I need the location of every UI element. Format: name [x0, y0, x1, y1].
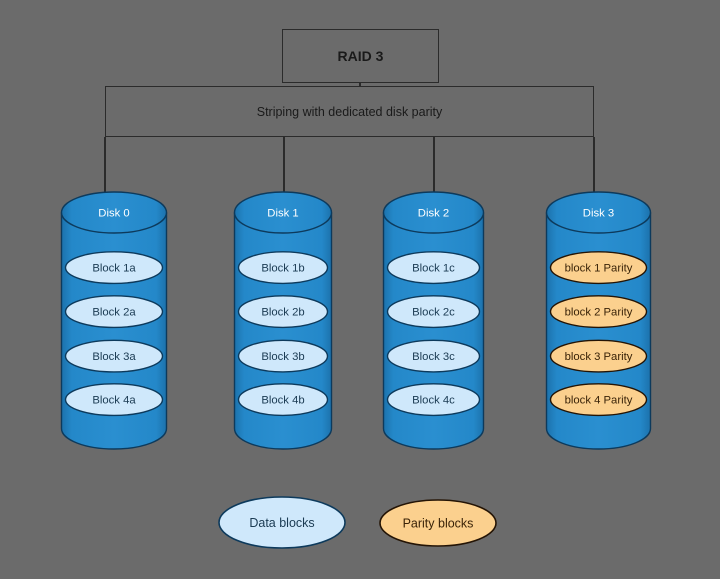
svg-text:Parity blocks: Parity blocks: [403, 517, 474, 531]
svg-text:block 2 Parity: block 2 Parity: [565, 307, 633, 319]
svg-text:Block 2b: Block 2b: [261, 307, 304, 319]
svg-text:Block 3b: Block 3b: [261, 351, 304, 363]
svg-text:Block 3a: Block 3a: [92, 351, 136, 363]
svg-text:Block 1a: Block 1a: [92, 263, 136, 275]
svg-text:Block 1c: Block 1c: [412, 263, 455, 275]
svg-text:block 1 Parity: block 1 Parity: [565, 263, 633, 275]
svg-text:Block 2c: Block 2c: [412, 307, 455, 319]
svg-text:block 3 Parity: block 3 Parity: [565, 351, 633, 363]
svg-text:Data blocks: Data blocks: [249, 516, 314, 530]
svg-text:Disk 1: Disk 1: [267, 208, 298, 220]
svg-text:Disk 0: Disk 0: [98, 208, 129, 220]
svg-text:Block 4c: Block 4c: [412, 395, 455, 407]
svg-text:Block 1b: Block 1b: [261, 263, 304, 275]
svg-text:Disk 3: Disk 3: [583, 208, 614, 220]
svg-text:Block 2a: Block 2a: [92, 307, 136, 319]
svg-text:Block 4a: Block 4a: [92, 395, 136, 407]
svg-text:Block 4b: Block 4b: [261, 395, 304, 407]
svg-text:Disk 2: Disk 2: [418, 208, 449, 220]
svg-text:block 4 Parity: block 4 Parity: [565, 395, 633, 407]
svg-text:Block 3c: Block 3c: [412, 351, 455, 363]
